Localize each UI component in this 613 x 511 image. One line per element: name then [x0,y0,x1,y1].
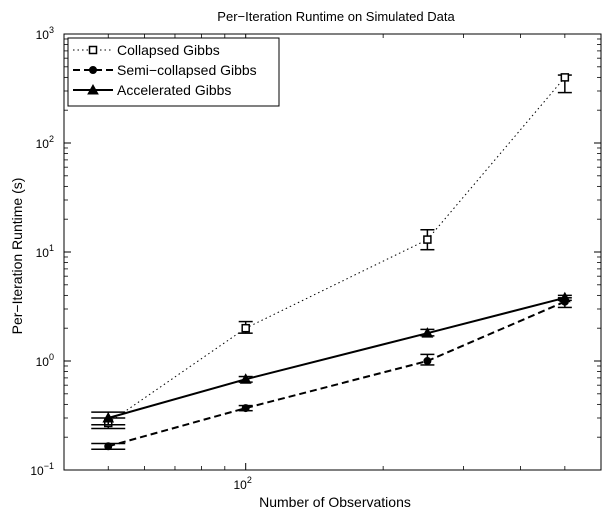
y-tick-label: 102 [36,134,54,151]
marker-triangle [102,411,115,423]
y-tick-label: 101 [36,243,54,260]
marker-triangle [421,327,434,338]
plot-area [63,33,602,471]
legend-item: Accelerated Gibbs [73,82,231,98]
legend-label: Accelerated Gibbs [117,82,231,98]
y-axis-label: Per−Iteration Runtime (s) [9,178,25,335]
legend-item: Collapsed Gibbs [73,42,220,58]
marker-circle [104,442,113,451]
plot-frame [63,33,602,471]
marker-square [560,73,570,82]
marker-square [423,235,432,244]
legend-label: Semi−collapsed Gibbs [117,62,257,78]
legend-box [67,37,280,107]
series-semi-collapsed-gibbs [91,297,572,451]
marker-triangle [558,291,571,303]
marker-triangle [87,83,99,95]
y-tick-label: 103 [36,25,54,42]
marker-circle [241,404,250,413]
axes: 10−1 100 101 102 103 102 [30,25,602,492]
marker-circle [89,66,97,74]
chart-title: Per−Iteration Runtime on Simulated Data [217,9,455,24]
x-axis-label: Number of Observations [259,494,411,510]
marker-square [241,323,250,333]
legend: Collapsed Gibbs Semi−collapsed Gibbs Accel… [67,37,280,107]
legend-item: Semi−collapsed Gibbs [73,62,257,78]
x-tick-label: 102 [234,475,252,492]
y-tick-label: 10−1 [30,461,54,478]
legend-label: Collapsed Gibbs [117,42,220,58]
series-line [107,296,566,419]
series-collapsed-gibbs [91,73,572,430]
series-layer [91,73,572,451]
series-line [107,300,566,448]
marker-triangle [239,373,252,384]
marker-circle [423,357,432,365]
series-accelerated-gibbs [91,291,572,426]
y-tick-label: 100 [36,352,54,369]
marker-square [88,45,98,55]
